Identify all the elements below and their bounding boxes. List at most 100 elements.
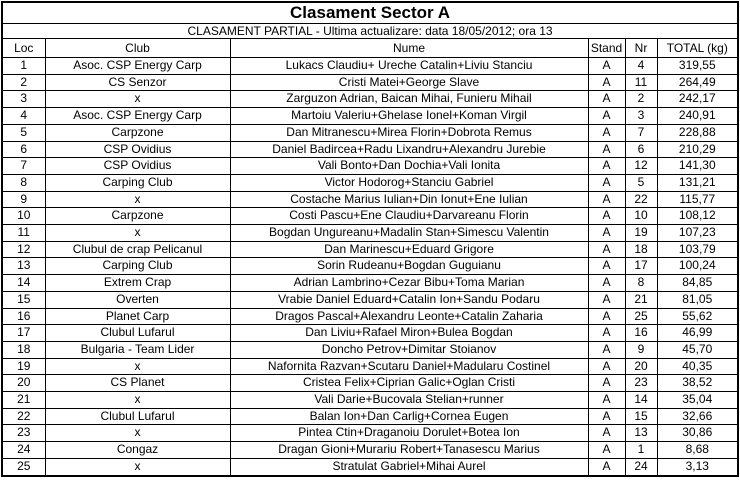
cell-stand: A [587,123,626,142]
cell-nr: 11 [624,73,658,92]
cell-total: 210,29 [656,140,739,159]
cell-loc: 5 [1,123,46,142]
cell-club: x [44,190,231,209]
cell-nr: 1 [624,441,658,459]
cell-club: x [44,457,231,477]
cell-club: Clubul Lufarul [44,324,231,342]
cell-nr: 14 [624,391,658,409]
cell-total: 40,35 [656,357,739,376]
cell-club: Planet Carp [44,307,231,326]
cell-club: Extrem Crap [44,274,231,292]
cell-nume: Sorin Rudeanu+Bogdan Guguianu [229,257,589,276]
table-row: 22 Clubul Lufarul Balan Ion+Dan Carlig+C… [1,407,739,426]
cell-nume: Lukacs Claudiu+ Ureche Catalin+Liviu Sta… [229,57,589,75]
cell-nume: Dan Mitranescu+Mirea Florin+Dobrota Remu… [229,123,589,142]
cell-total: 81,05 [656,290,739,309]
cell-total: 108,12 [656,207,739,226]
cell-loc: 20 [1,374,46,393]
cell-nr: 16 [624,324,658,342]
cell-nr: 13 [624,424,658,443]
cell-total: 319,55 [656,57,739,75]
cell-nume: Dragos Pascal+Alexandru Leonte+Catalin Z… [229,307,589,326]
cell-nr: 15 [624,407,658,426]
cell-stand: A [587,173,626,192]
col-header-loc: Loc [1,38,46,58]
cell-stand: A [587,391,626,409]
cell-club: Carping Club [44,173,231,192]
cell-total: 107,23 [656,224,739,242]
table-row: 1 Asoc. CSP Energy Carp Lukacs Claudiu+ … [1,57,739,75]
cell-total: 8,68 [656,441,739,459]
cell-stand: A [587,340,626,359]
cell-loc: 2 [1,73,46,92]
cell-total: 55,62 [656,307,739,326]
subtitle-row: CLASAMENT PARTIAL - Ultima actualizare: … [1,23,739,39]
cell-total: 32,66 [656,407,739,426]
cell-nr: 5 [624,173,658,192]
cell-stand: A [587,73,626,92]
cell-nume: Cristea Felix+Ciprian Galic+Oglan Cristi [229,374,589,393]
cell-stand: A [587,407,626,426]
cell-stand: A [587,57,626,75]
table-row: 9 x Costache Marius Iulian+Din Ionut+Ene… [1,190,739,209]
cell-stand: A [587,240,626,259]
cell-loc: 12 [1,240,46,259]
table-row: 7 CSP Ovidius Vali Bonto+Dan Dochia+Vali… [1,157,739,175]
cell-total: 46,99 [656,324,739,342]
table-row: 15 Overten Vrabie Daniel Eduard+Catalin … [1,290,739,309]
cell-nume: Dan Liviu+Rafael Miron+Bulea Bogdan [229,324,589,342]
cell-nume: Dragan Gioni+Murariu Robert+Tanasescu Ma… [229,441,589,459]
table-row: 5 Carpzone Dan Mitranescu+Mirea Florin+D… [1,123,739,142]
cell-stand: A [587,274,626,292]
cell-stand: A [587,207,626,226]
page-title: Clasament Sector A [1,1,739,24]
cell-loc: 24 [1,441,46,459]
cell-loc: 8 [1,173,46,192]
cell-loc: 18 [1,340,46,359]
cell-nr: 23 [624,374,658,393]
cell-nr: 19 [624,224,658,242]
cell-club: CSP Ovidius [44,140,231,159]
cell-total: 240,91 [656,107,739,125]
cell-stand: A [587,324,626,342]
cell-total: 131,21 [656,173,739,192]
cell-nr: 22 [624,190,658,209]
cell-total: 228,88 [656,123,739,142]
cell-nume: Victor Hodorog+Stanciu Gabriel [229,173,589,192]
cell-club: Bulgaria - Team Lider [44,340,231,359]
table-row: 14 Extrem Crap Adrian Lambrino+Cezar Bib… [1,274,739,292]
table-row: 13 Carping Club Sorin Rudeanu+Bogdan Gug… [1,257,739,276]
table-row: 19 x Nafornita Razvan+Scutaru Daniel+Mad… [1,357,739,376]
cell-stand: A [587,457,626,477]
title-row: Clasament Sector A [1,1,739,24]
table-row: 18 Bulgaria - Team Lider Doncho Petrov+D… [1,340,739,359]
cell-nr: 24 [624,457,658,477]
table-row: 12 Clubul de crap Pelicanul Dan Marinesc… [1,240,739,259]
cell-total: 103,79 [656,240,739,259]
cell-club: Clubul Lufarul [44,407,231,426]
cell-loc: 25 [1,457,46,477]
cell-stand: A [587,357,626,376]
cell-loc: 11 [1,224,46,242]
table-row: 16 Planet Carp Dragos Pascal+Alexandru L… [1,307,739,326]
cell-stand: A [587,257,626,276]
col-header-club: Club [44,38,231,58]
cell-stand: A [587,140,626,159]
cell-club: x [44,224,231,242]
cell-club: x [44,357,231,376]
cell-nr: 17 [624,257,658,276]
cell-nr: 12 [624,157,658,175]
cell-stand: A [587,424,626,443]
cell-total: 84,85 [656,274,739,292]
col-header-total: TOTAL (kg) [656,38,739,58]
cell-total: 30,86 [656,424,739,443]
cell-nume: Vali Bonto+Dan Dochia+Vali Ionita [229,157,589,175]
cell-total: 3,13 [656,457,739,477]
cell-nr: 3 [624,107,658,125]
table-row: 20 CS Planet Cristea Felix+Ciprian Galic… [1,374,739,393]
cell-nume: Martoiu Valeriu+Ghelase Ionel+Koman Virg… [229,107,589,125]
cell-nume: Stratulat Gabriel+Mihai Aurel [229,457,589,477]
table-row: 8 Carping Club Victor Hodorog+Stanciu Ga… [1,173,739,192]
cell-club: x [44,391,231,409]
